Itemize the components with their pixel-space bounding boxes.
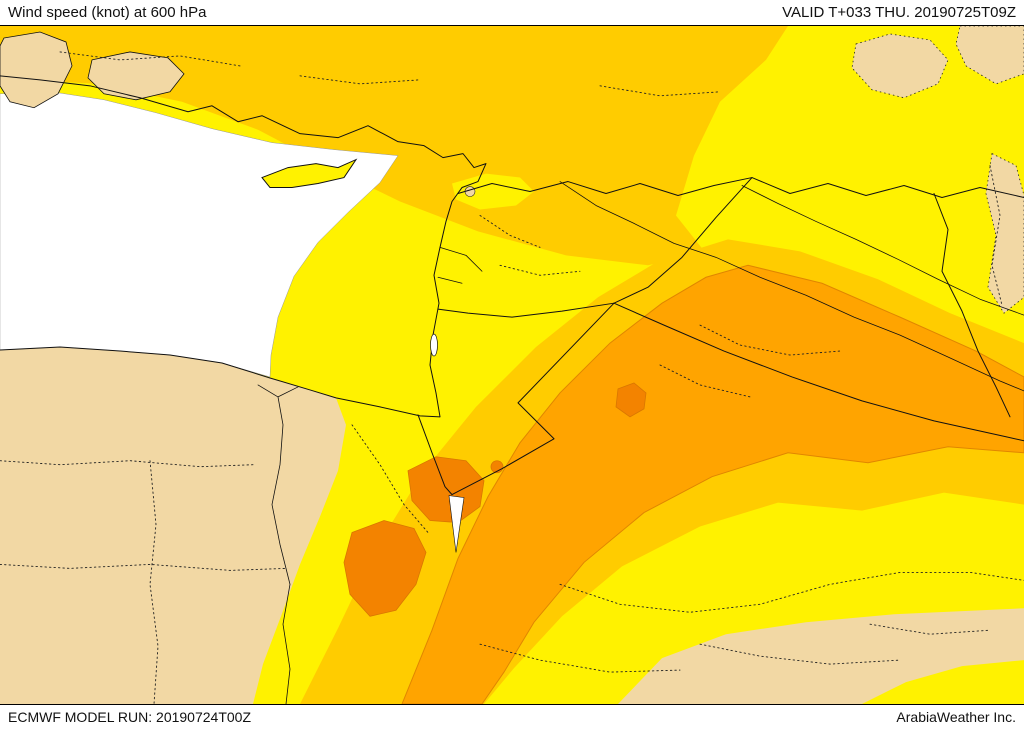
border-syria-iraq (613, 177, 753, 304)
border-jordan-saudi (451, 302, 615, 496)
model-run-label: ECMWF MODEL RUN: 20190724T00Z (8, 709, 251, 725)
band-dark-orange-core-1 (407, 456, 485, 523)
band-dark-orange-core-3 (615, 382, 647, 418)
dotted-turkey-3 (599, 85, 721, 97)
band-tan-top-right-1 (851, 33, 949, 99)
valid-time: VALID T+033 THU. 20190725T09Z (782, 4, 1016, 21)
dotted-syria-2 (499, 264, 581, 276)
map-title: Wind speed (knot) at 600 hPa (8, 4, 207, 21)
band-orange (401, 264, 1024, 704)
band-gold-north (0, 26, 788, 266)
river-nile (257, 384, 299, 704)
dotted-iraq-1 (699, 324, 841, 356)
dotted-iraq-2 (659, 364, 751, 398)
dotted-saudi-2 (479, 643, 681, 673)
band-tan-bottom-right (618, 608, 1024, 704)
weather-map (0, 25, 1024, 705)
border-iraq-iran (933, 193, 1011, 418)
gulf-of-aqaba (448, 495, 465, 553)
dotted-sinai (351, 424, 429, 533)
provider-label: ArabiaWeather Inc. (896, 709, 1016, 725)
dotted-syria-1 (479, 214, 541, 248)
river-euphrates (559, 181, 1024, 392)
island-aegean-1 (0, 31, 73, 109)
dotted-bottom-right-2 (869, 623, 991, 635)
island-aegean-2 (87, 51, 185, 101)
dotted-turkey-1 (59, 51, 241, 67)
header-bar: Wind speed (knot) at 600 hPa VALID T+033… (0, 0, 1024, 25)
band-yellow-patch-syria (452, 173, 534, 210)
dotted-right-strip (989, 165, 1003, 306)
island-cyprus (261, 158, 358, 189)
coastline-mediterranean (0, 75, 487, 418)
border-iraq-saudi (613, 302, 1024, 442)
border-syria-jordan (437, 302, 615, 318)
band-tan-egypt (0, 347, 346, 704)
border-egypt-israel (417, 414, 453, 496)
river-tigris (741, 185, 1024, 316)
footer-bar: ECMWF MODEL RUN: 20190724T00Z ArabiaWeat… (0, 705, 1024, 729)
band-dark-orange-core-2 (343, 520, 427, 617)
dotted-egypt-2 (0, 563, 287, 571)
dead-sea (430, 333, 438, 357)
border-turkey-south (457, 177, 1024, 198)
border-lebanon (437, 246, 483, 284)
dotted-turkey-2 (299, 75, 421, 85)
dotted-saudi-1 (559, 571, 1024, 613)
wind-speed-map-svg (0, 26, 1024, 704)
dotted-egypt-1 (0, 460, 254, 468)
dotted-bottom-right-1 (699, 643, 901, 665)
band-tan-top-right-2 (955, 26, 1024, 85)
